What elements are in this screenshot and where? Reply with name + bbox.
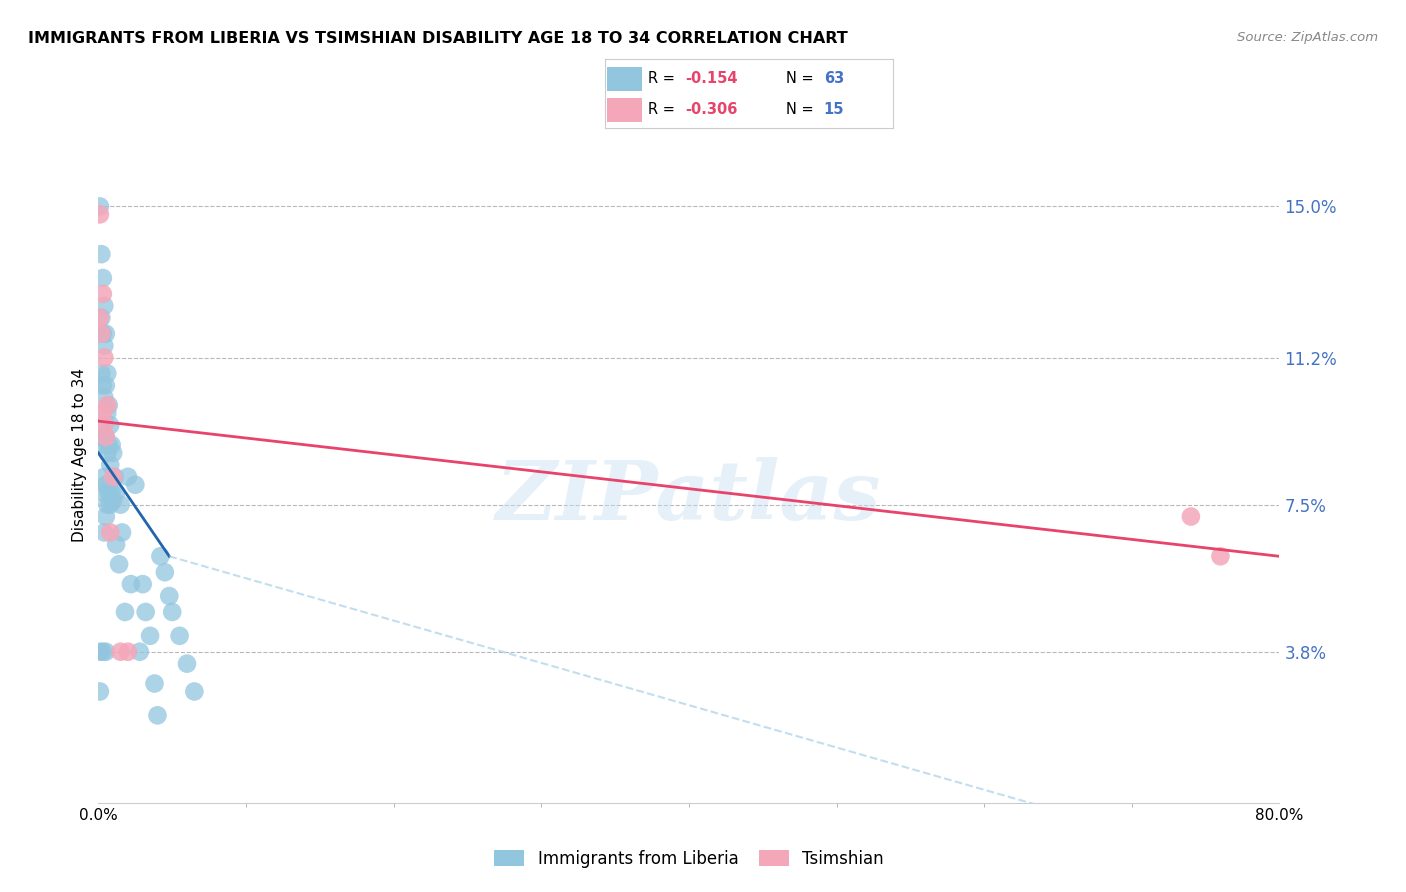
Point bbox=[105, 485, 128, 500]
Point bbox=[90, 367, 112, 381]
Point bbox=[103, 446, 125, 460]
Point bbox=[96, 398, 118, 412]
Point bbox=[91, 406, 114, 420]
Point bbox=[96, 498, 118, 512]
Point bbox=[94, 326, 117, 341]
Text: -0.154: -0.154 bbox=[685, 70, 738, 86]
Point bbox=[103, 493, 125, 508]
Point bbox=[91, 378, 114, 392]
Point bbox=[94, 430, 117, 444]
Point bbox=[1180, 509, 1202, 524]
Point bbox=[105, 537, 128, 551]
Point bbox=[93, 438, 115, 452]
Point bbox=[183, 684, 205, 698]
Point bbox=[169, 629, 191, 643]
Point bbox=[135, 605, 157, 619]
Point bbox=[114, 605, 136, 619]
Point bbox=[89, 207, 111, 221]
Point bbox=[124, 477, 146, 491]
Point bbox=[157, 589, 180, 603]
Legend: Immigrants from Liberia, Tsimshian: Immigrants from Liberia, Tsimshian bbox=[488, 843, 890, 874]
Text: ZIPatlas: ZIPatlas bbox=[496, 457, 882, 537]
Point bbox=[96, 367, 118, 381]
Point bbox=[89, 684, 111, 698]
Point bbox=[90, 247, 112, 261]
Text: -0.306: -0.306 bbox=[685, 103, 738, 117]
Point bbox=[104, 470, 127, 484]
Point bbox=[139, 629, 162, 643]
Point bbox=[103, 470, 125, 484]
Text: N =: N = bbox=[786, 103, 818, 117]
Point bbox=[91, 485, 114, 500]
Point bbox=[94, 645, 117, 659]
Point bbox=[89, 310, 111, 325]
Point bbox=[94, 378, 117, 392]
Text: IMMIGRANTS FROM LIBERIA VS TSIMSHIAN DISABILITY AGE 18 TO 34 CORRELATION CHART: IMMIGRANTS FROM LIBERIA VS TSIMSHIAN DIS… bbox=[28, 31, 848, 46]
Point bbox=[89, 199, 111, 213]
Point bbox=[93, 338, 115, 352]
Point bbox=[128, 645, 150, 659]
Text: R =: R = bbox=[648, 70, 679, 86]
Point bbox=[120, 577, 142, 591]
Point bbox=[96, 446, 118, 460]
Point bbox=[98, 525, 121, 540]
Point bbox=[110, 498, 132, 512]
Point bbox=[91, 271, 114, 285]
Point bbox=[110, 645, 132, 659]
Point bbox=[100, 438, 122, 452]
Point bbox=[91, 645, 114, 659]
Point bbox=[100, 485, 122, 500]
Point bbox=[91, 286, 114, 301]
Point bbox=[91, 430, 114, 444]
Point bbox=[162, 605, 183, 619]
Point bbox=[108, 558, 131, 572]
Point bbox=[93, 418, 115, 433]
Point bbox=[93, 299, 115, 313]
FancyBboxPatch shape bbox=[607, 98, 643, 122]
Point bbox=[132, 577, 155, 591]
Point bbox=[97, 485, 120, 500]
Point bbox=[117, 645, 139, 659]
Point bbox=[90, 310, 112, 325]
Point bbox=[91, 326, 114, 341]
Point bbox=[98, 458, 121, 472]
Point bbox=[94, 430, 117, 444]
Text: 63: 63 bbox=[824, 70, 844, 86]
Point bbox=[89, 430, 111, 444]
Point bbox=[93, 351, 115, 365]
Point bbox=[93, 390, 115, 404]
Point bbox=[111, 525, 134, 540]
Point bbox=[143, 676, 166, 690]
Text: R =: R = bbox=[648, 103, 679, 117]
Point bbox=[149, 549, 172, 564]
Point bbox=[93, 470, 115, 484]
Point bbox=[96, 406, 118, 420]
Point bbox=[93, 525, 115, 540]
Point bbox=[98, 418, 121, 433]
Point bbox=[1209, 549, 1232, 564]
Point bbox=[90, 326, 112, 341]
FancyBboxPatch shape bbox=[607, 67, 643, 91]
Point bbox=[176, 657, 198, 671]
Point bbox=[89, 645, 111, 659]
Point bbox=[97, 398, 120, 412]
Point bbox=[146, 708, 169, 723]
Y-axis label: Disability Age 18 to 34: Disability Age 18 to 34 bbox=[72, 368, 87, 542]
Point bbox=[117, 470, 139, 484]
Point bbox=[90, 418, 112, 433]
Point bbox=[97, 438, 120, 452]
Text: 15: 15 bbox=[824, 103, 844, 117]
Point bbox=[153, 565, 176, 579]
Text: N =: N = bbox=[786, 70, 818, 86]
Point bbox=[94, 509, 117, 524]
Text: Source: ZipAtlas.com: Source: ZipAtlas.com bbox=[1237, 31, 1378, 45]
Point bbox=[94, 477, 117, 491]
Point bbox=[98, 498, 121, 512]
